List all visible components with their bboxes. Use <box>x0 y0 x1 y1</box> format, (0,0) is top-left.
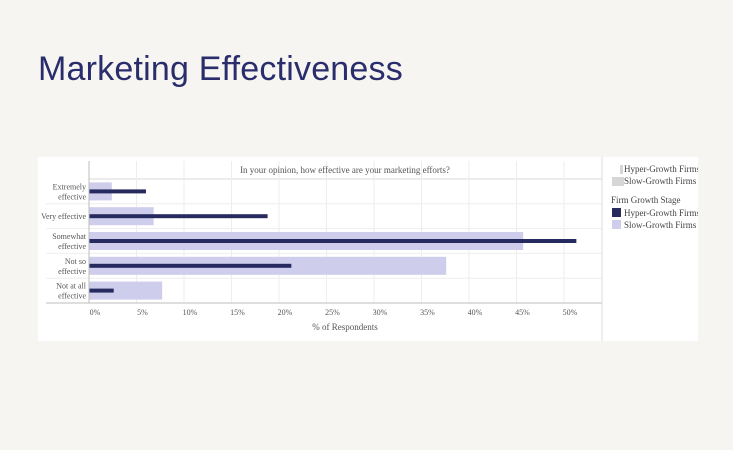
bar-hyper-growth <box>89 189 146 194</box>
x-tick-label: 30% <box>373 308 388 317</box>
category-label: Somewhat <box>52 232 87 241</box>
color-legend-label: Hyper-Growth Firms <box>624 208 698 218</box>
bar-hyper-growth <box>89 214 268 219</box>
x-tick-label: 25% <box>325 308 340 317</box>
legend: Hyper-Growth Firms Slow-Growth Firms Firm … <box>601 157 701 341</box>
category-label: Extremely <box>53 182 86 191</box>
x-axis-label: % of Respondents <box>312 322 378 332</box>
color-legend-swatch <box>612 208 621 217</box>
chart-panel: 0% 5% 10% 15% 20% 25% 30% 35% 40% 45% 50% Extremely… <box>38 157 701 341</box>
x-tick-label: 15% <box>230 308 245 317</box>
bar-hyper-growth <box>89 263 292 268</box>
size-legend-label: Hyper-Growth Firms <box>624 164 698 174</box>
size-legend-swatch-large <box>612 177 624 186</box>
bar-chart: 0% 5% 10% 15% 20% 25% 30% 35% 40% 45% 50% Extremely… <box>41 157 701 341</box>
category-label: effective <box>58 192 86 201</box>
bar-slow-growth <box>89 281 163 300</box>
x-tick-label: 50% <box>563 308 578 317</box>
x-tick-label: 45% <box>515 308 530 317</box>
category-label: Not at all <box>56 282 87 291</box>
x-tick-label: 10% <box>183 308 198 317</box>
x-tick-label: 0% <box>90 308 101 317</box>
color-legend-title: Firm Growth Stage <box>611 195 681 205</box>
x-tick-label: 20% <box>278 308 293 317</box>
size-legend-swatch-small <box>620 165 623 174</box>
bar-layer <box>89 182 577 300</box>
category-label: Not so <box>65 257 86 266</box>
category-label: Very effective <box>41 212 86 221</box>
grid-layer <box>46 161 602 303</box>
chart-title: In your opinion, how effective are your … <box>240 165 450 175</box>
bar-hyper-growth <box>89 288 114 293</box>
x-tick-label: 40% <box>468 308 483 317</box>
category-label: effective <box>58 267 86 276</box>
size-legend-label: Slow-Growth Firms <box>624 176 697 186</box>
x-tick-label: 35% <box>420 308 435 317</box>
color-legend-swatch <box>612 220 621 229</box>
color-legend-label: Slow-Growth Firms <box>624 220 697 230</box>
category-label: effective <box>58 292 86 301</box>
x-tick-label: 5% <box>137 308 148 317</box>
page-title: Marketing Effectiveness <box>38 50 403 88</box>
bar-hyper-growth <box>89 239 577 243</box>
axis-layer: 0% 5% 10% 15% 20% 25% 30% 35% 40% 45% 50% Extremely… <box>41 161 602 317</box>
category-label: effective <box>58 242 86 251</box>
